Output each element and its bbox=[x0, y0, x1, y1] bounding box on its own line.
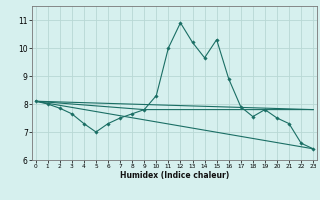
X-axis label: Humidex (Indice chaleur): Humidex (Indice chaleur) bbox=[120, 171, 229, 180]
